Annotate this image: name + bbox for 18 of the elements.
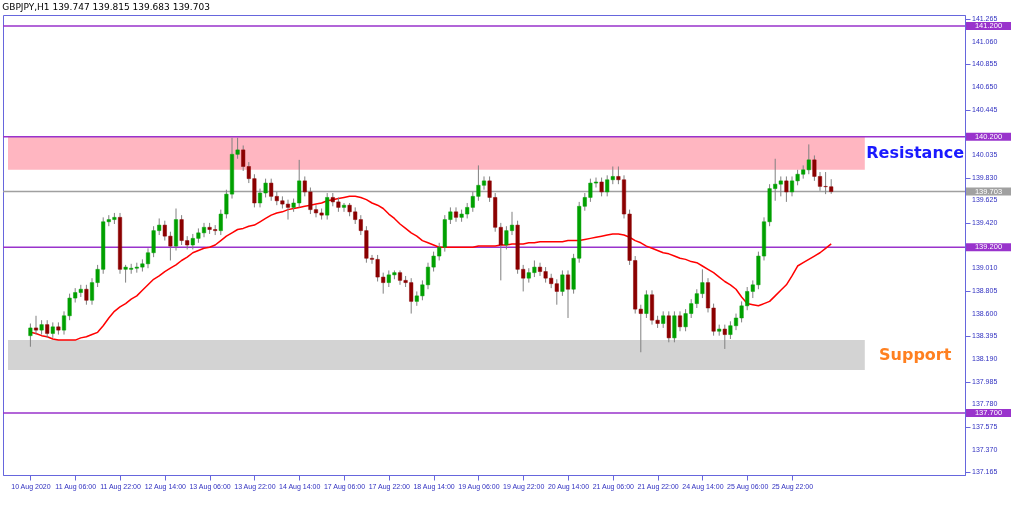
- band-label: Resistance: [866, 143, 965, 163]
- candlestick: [666, 310, 671, 343]
- candlestick: [28, 323, 33, 348]
- candlestick: [722, 324, 727, 350]
- candlestick: [34, 315, 38, 336]
- candlestick: [325, 192, 330, 221]
- candlestick: [560, 269, 565, 297]
- candlestick: [784, 175, 789, 203]
- candlestick: [342, 202, 346, 213]
- candlestick: [566, 269, 570, 319]
- band-label: Support: [879, 345, 952, 365]
- candlestick: [644, 289, 649, 319]
- candlestick: [454, 206, 458, 223]
- candlestick: [599, 177, 604, 197]
- candlestick: [678, 310, 682, 332]
- candlestick: [84, 284, 89, 306]
- candlestick: [672, 310, 677, 343]
- chart-title: GBPJPY,H1 139.747 139.815 139.683 139.703: [2, 1, 210, 12]
